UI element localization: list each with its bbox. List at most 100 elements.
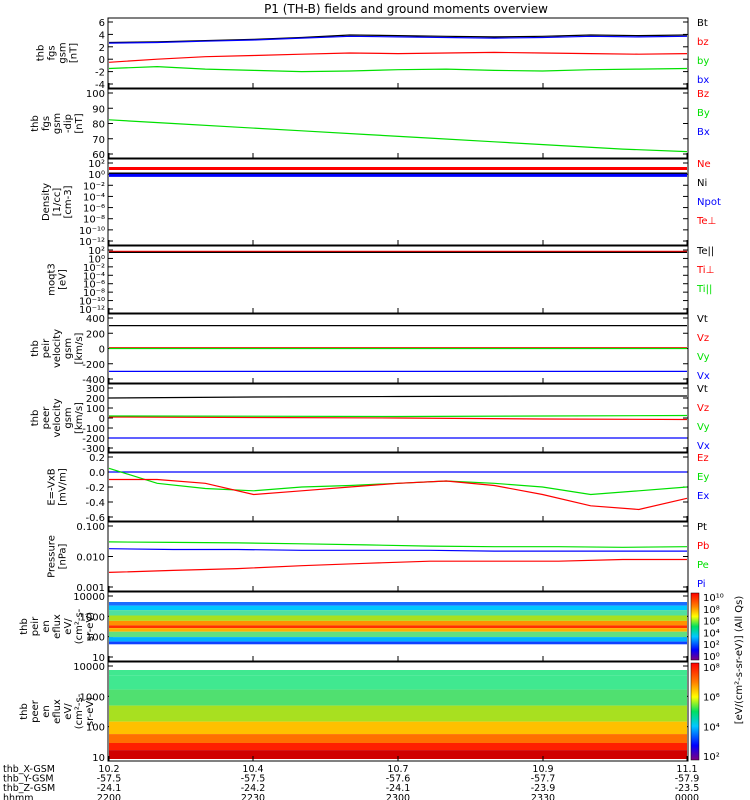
ylabel-line: eflux: [52, 699, 63, 724]
ytick-label: 2: [99, 43, 105, 54]
legend-entry: Ni: [697, 178, 707, 189]
xaxis-value: -24.1: [386, 783, 411, 794]
xaxis-value: 10.4: [242, 764, 263, 775]
ytick-label: 10⁻²: [83, 263, 105, 274]
panel-frame: [107, 521, 689, 592]
legend-entry: Pi: [697, 579, 706, 590]
spectrogram-band: [109, 750, 687, 759]
ylabel-line: sr-eV): [85, 612, 96, 641]
ytick-label: 100: [86, 723, 105, 734]
colorbar-tick: 10⁸: [703, 663, 720, 674]
spectrogram-band: [109, 620, 687, 626]
spectrogram-band: [109, 721, 687, 735]
spectrogram-band: [109, 637, 687, 642]
ytick-label: 10: [92, 753, 105, 764]
ytick-label: 10000: [73, 662, 105, 673]
ytick-label: 0.010: [76, 553, 105, 564]
ylabel-line: moqt3: [47, 263, 58, 296]
ytick-label: 10⁻⁴: [83, 271, 105, 282]
panel-ylabel: E=-VxB[mV/m]: [47, 468, 69, 506]
colorbar-tick: 10²: [703, 752, 720, 763]
panel-5: thbpeervelocitygsm[km/s]3002001000-100-2…: [30, 383, 710, 455]
ylabel-line: thb: [30, 410, 41, 427]
xaxis-value: -24.2: [241, 783, 266, 794]
legend-entry: Ex: [697, 491, 709, 502]
spectrogram-band: [109, 742, 687, 751]
colorbar-tick: 10²: [703, 640, 720, 651]
ytick-label: 10⁻⁸: [83, 288, 105, 299]
xaxis-value: 2300: [386, 793, 410, 800]
ytick-label: 90: [92, 104, 105, 115]
ytick-label: 0: [99, 414, 105, 425]
ylabel-line: gsm: [52, 113, 63, 134]
spectrogram-band: [109, 615, 687, 621]
spectrogram-band: [109, 602, 687, 606]
ylabel-line: peir: [41, 338, 52, 358]
ylabel-line: (cm²-s-: [74, 608, 85, 644]
legend-entry: Ey: [697, 472, 709, 483]
panel-3: moqt3[eV] 10²10⁰10⁻²10⁻⁴10⁻⁶10⁻⁸10⁻¹⁰10⁻¹…: [47, 245, 714, 316]
ylabel-line: en: [41, 705, 52, 718]
ytick-label: 10⁻⁸: [83, 215, 105, 226]
ylabel-line: [1/cc]: [52, 188, 63, 217]
ytick-label: 10⁻¹⁰: [79, 226, 105, 237]
xaxis-row-label: hhmm: [3, 793, 34, 800]
legend-entry: Vy: [697, 422, 710, 433]
xaxis-value: 10.7: [387, 764, 408, 775]
spectrogram-band: [109, 641, 687, 645]
xaxis-value: -57.7: [531, 774, 556, 785]
ylabel-line: thb: [30, 115, 41, 132]
colorbar-tick: 10⁰: [703, 652, 720, 663]
ylabel-line: eflux: [52, 614, 63, 639]
panel-6: E=-VxB[mV/m] 0.2 0.0 -0.2 -0.4 -0.6 Ez Ey Ex: [47, 452, 709, 524]
xaxis-value: 11.1: [676, 764, 697, 775]
ylabel-line: peir: [30, 616, 41, 636]
spectrogram-band: [109, 675, 687, 690]
spectrogram-band: [109, 605, 687, 611]
legend-entry: Bt: [697, 18, 708, 29]
xaxis-value: 2230: [241, 793, 265, 800]
ylabel-line: [nT]: [74, 113, 85, 133]
xaxis-value: -57.9: [675, 774, 700, 785]
legend-entry: Bx: [697, 127, 710, 138]
legend-entry: by: [697, 56, 709, 67]
xaxis-row-label: thb_X-GSM: [3, 764, 55, 775]
ylabel-line: thb: [19, 703, 30, 720]
colorbar-tick: 10⁶: [703, 693, 720, 704]
legend-entry: By: [697, 108, 710, 119]
ylabel-line: Density: [41, 183, 52, 221]
xaxis-row-label: thb_Y-GSM: [3, 774, 54, 785]
ytick-label: 10⁻⁶: [83, 280, 105, 291]
ytick-label: -2: [95, 68, 105, 79]
spectrogram-band: [109, 631, 687, 638]
ylabel-line: velocity: [52, 329, 63, 368]
colorbar-label: [eV/(cm²-s-sr-eV)] (All Qs): [734, 596, 745, 725]
panel-ylabel: Density[1/cc][cm-3]: [41, 183, 74, 221]
ytick-label: -0.2: [85, 483, 105, 494]
ylabel-line: sr-eV): [85, 697, 96, 726]
ylabel-line: eV/: [63, 618, 74, 635]
series-line-Vy: [108, 414, 688, 418]
series-line-Vt: [108, 395, 687, 399]
ytick-label: 200: [86, 394, 105, 405]
ylabel-line: thb: [19, 618, 30, 635]
spectrogram-band: [109, 610, 687, 616]
ytick-label: -200: [82, 360, 105, 371]
panel-ylabel: Pressure[nPa]: [47, 535, 69, 578]
colorbar-gradient: [690, 662, 700, 761]
series-line-Pe: [108, 541, 688, 548]
ytick-label: 100: [86, 633, 105, 644]
legend-entry: Pt: [697, 522, 707, 533]
ytick-label: -4: [95, 80, 105, 91]
xaxis-value: -57.6: [386, 774, 411, 785]
ylabel-line: -dip: [63, 114, 74, 133]
ytick-label: 400: [86, 314, 105, 325]
ytick-label: 10⁻¹²: [79, 237, 105, 248]
ylabel-line: [mV/m]: [58, 468, 69, 506]
xaxis-value: -57.5: [241, 774, 266, 785]
ylabel-line: E=-VxB: [47, 468, 58, 505]
xaxis-value: 2200: [97, 793, 121, 800]
panel-1: thbfgsgsm-dip[nT] 100 90 80 70 60 Bz By Bx: [30, 88, 710, 161]
panel-ylabel: thbpeirvelocitygsm[km/s]: [30, 329, 85, 368]
